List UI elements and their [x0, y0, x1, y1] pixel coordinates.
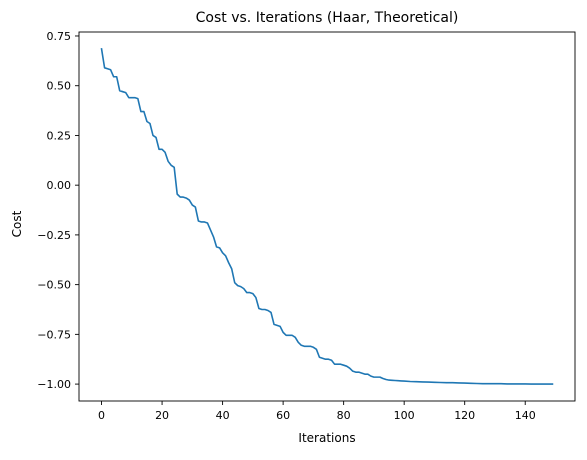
y-tick-label: 0.50 [47, 80, 72, 93]
y-tick-label: −1.00 [37, 378, 71, 391]
y-tick-label: −0.25 [37, 229, 71, 242]
plot-area [78, 31, 576, 402]
x-tick-label: 80 [337, 409, 351, 422]
series-line-0 [100, 47, 554, 385]
y-axis-label: Cost [10, 210, 24, 237]
x-tick-label: 40 [216, 409, 230, 422]
y-tick-label: 0.00 [47, 179, 72, 192]
plot-frame [78, 31, 576, 402]
y-tick-label: 0.25 [47, 129, 72, 142]
x-tick-label: 120 [454, 409, 475, 422]
y-tick-label: 0.75 [47, 30, 72, 43]
chart-title: Cost vs. Iterations (Haar, Theoretical) [196, 10, 459, 26]
x-axis: 0 20 40 60 80 100 120 140 [98, 401, 536, 422]
y-tick-label: −0.50 [37, 279, 71, 292]
x-tick-label: 100 [394, 409, 415, 422]
x-axis-label: Iterations [298, 431, 355, 445]
x-tick-label: 0 [98, 409, 105, 422]
y-tick-label: −0.75 [37, 328, 71, 341]
x-tick-label: 20 [155, 409, 169, 422]
y-axis: 0.75 0.50 0.25 0.00 −0.25 −0.50 −0.75 −1.00 [37, 30, 79, 391]
x-tick-label: 140 [515, 409, 536, 422]
x-tick-label: 60 [276, 409, 290, 422]
